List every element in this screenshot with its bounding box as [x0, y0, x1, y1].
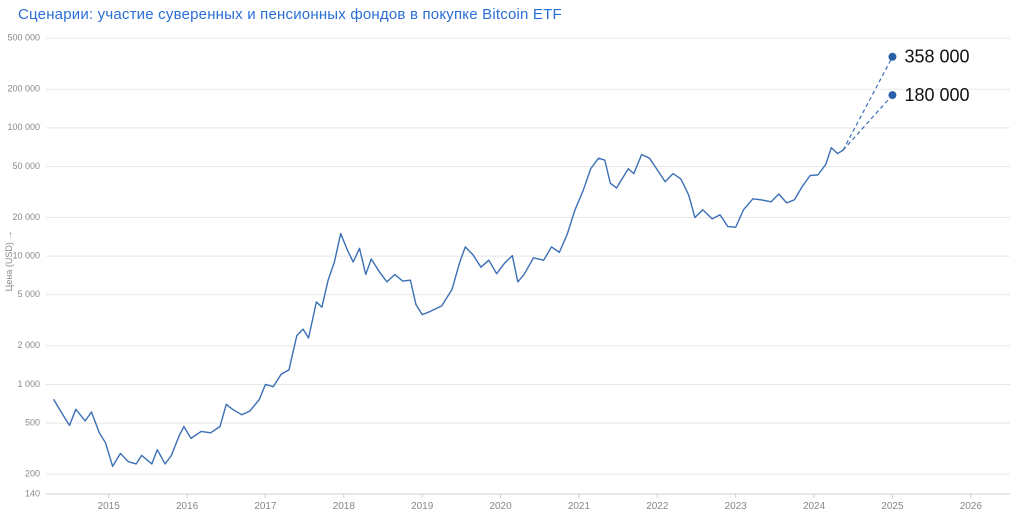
ytick-label: 5 000	[17, 289, 40, 299]
ytick-label: 140	[25, 488, 40, 498]
price-series	[54, 148, 843, 467]
xtick-label: 2016	[176, 501, 199, 512]
xtick-label: 2018	[333, 501, 356, 512]
ytick-label: 200	[25, 469, 40, 479]
ytick-label: 200 000	[7, 84, 40, 94]
projection-line	[843, 57, 892, 150]
price-chart: 140 200 500 1 000 2 000 5 000 10 000 20 000 50 0…	[0, 0, 1024, 520]
yaxis-title: Цена (USD) →	[4, 231, 14, 292]
projection-label: 358 000	[904, 47, 969, 67]
ytick-label: 500	[25, 417, 40, 427]
xtick-label: 2020	[489, 501, 512, 512]
xtick-label: 2026	[960, 501, 983, 512]
xtick-label: 2024	[803, 501, 826, 512]
xtick-label: 2019	[411, 501, 434, 512]
projection-marker	[888, 53, 896, 61]
xtick-label: 2022	[646, 501, 669, 512]
xtick-label: 2025	[881, 501, 904, 512]
xtick-label: 2015	[98, 501, 121, 512]
xtick-label: 2023	[725, 501, 748, 512]
ytick-label: 100 000	[7, 122, 40, 132]
xtick-label: 2021	[568, 501, 591, 512]
projection-marker	[888, 91, 896, 99]
xtick-label: 2017	[254, 501, 277, 512]
ytick-label: 1 000	[17, 379, 40, 389]
ytick-label: 50 000	[12, 161, 40, 171]
projection-label: 180 000	[904, 85, 969, 105]
ytick-label: 2 000	[17, 340, 40, 350]
ytick-label: 500 000	[7, 33, 40, 43]
ytick-label: 20 000	[12, 212, 40, 222]
ytick-label: 10 000	[12, 251, 40, 261]
